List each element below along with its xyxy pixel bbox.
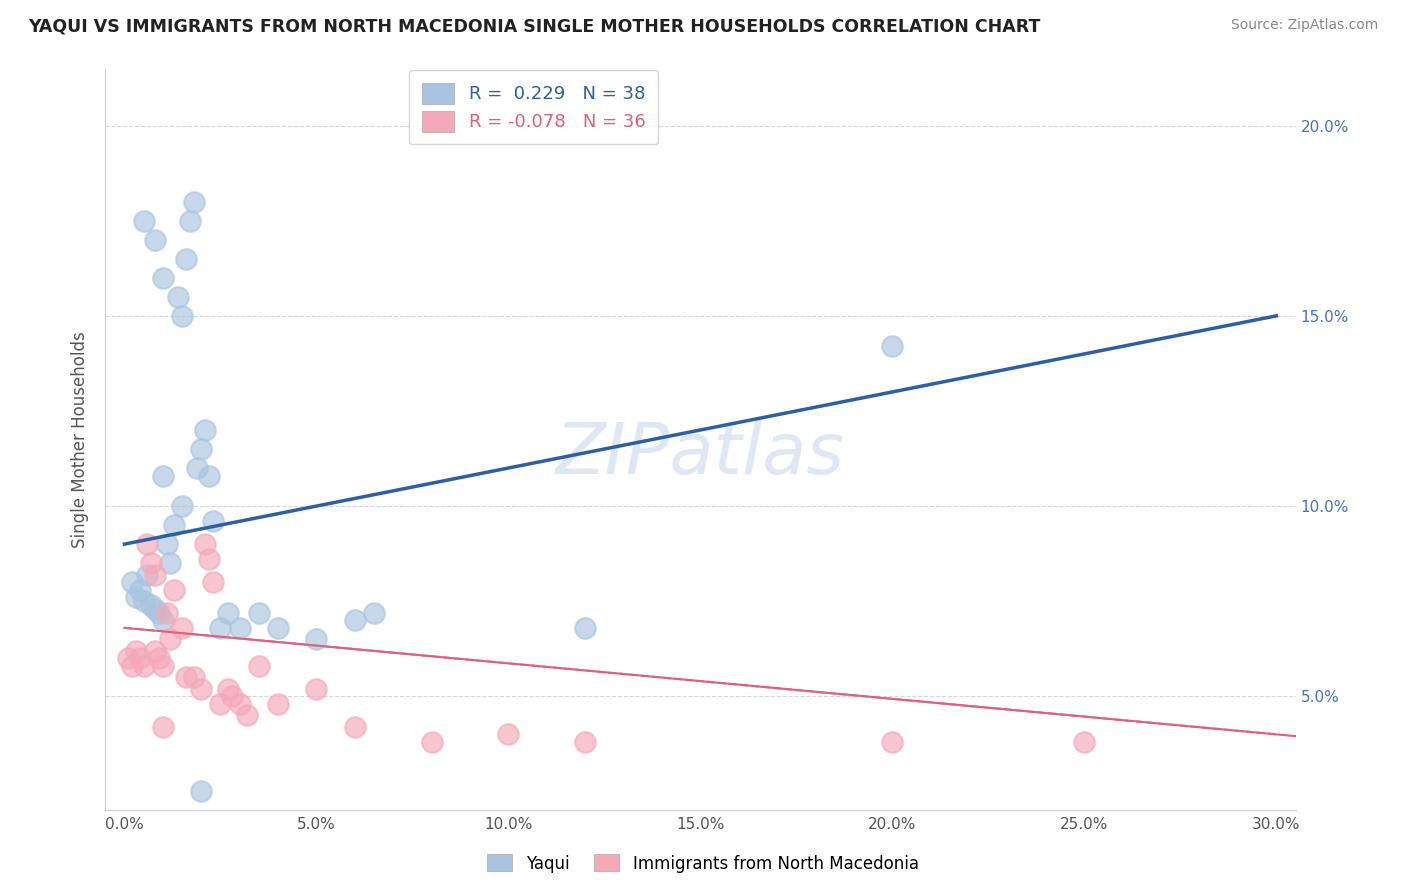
Point xyxy=(305,681,328,696)
Point xyxy=(209,697,232,711)
Point xyxy=(143,643,166,657)
Text: YAQUI VS IMMIGRANTS FROM NORTH MACEDONIA SINGLE MOTHER HOUSEHOLDS CORRELATION CH: YAQUI VS IMMIGRANTS FROM NORTH MACEDONIA… xyxy=(28,18,1040,36)
Point xyxy=(117,651,139,665)
Point xyxy=(190,681,212,696)
Point xyxy=(574,735,596,749)
Point xyxy=(198,468,221,483)
Point xyxy=(159,556,181,570)
Point xyxy=(198,552,221,566)
Point xyxy=(125,591,148,605)
Point xyxy=(209,621,232,635)
Point xyxy=(156,606,179,620)
Point xyxy=(882,735,904,749)
Point xyxy=(247,658,270,673)
Point xyxy=(148,606,170,620)
Point xyxy=(141,556,163,570)
Point xyxy=(128,651,150,665)
Point xyxy=(420,735,443,749)
Point xyxy=(236,708,259,723)
Point xyxy=(174,670,197,684)
Point xyxy=(574,621,596,635)
Point xyxy=(201,514,224,528)
Text: Source: ZipAtlas.com: Source: ZipAtlas.com xyxy=(1230,18,1378,32)
Point xyxy=(1073,735,1095,749)
Point xyxy=(121,658,143,673)
Point xyxy=(156,537,179,551)
Point xyxy=(174,252,197,266)
Point xyxy=(152,613,174,627)
Point xyxy=(190,442,212,456)
Point xyxy=(267,621,290,635)
Point xyxy=(247,606,270,620)
Point xyxy=(121,575,143,590)
Y-axis label: Single Mother Households: Single Mother Households xyxy=(72,331,89,548)
Point xyxy=(217,606,239,620)
Point xyxy=(136,567,159,582)
Point xyxy=(343,720,366,734)
Point xyxy=(132,213,155,227)
Point xyxy=(132,594,155,608)
Point xyxy=(183,194,205,209)
Point xyxy=(228,697,250,711)
Point xyxy=(170,621,193,635)
Point xyxy=(125,643,148,657)
Point xyxy=(143,233,166,247)
Point xyxy=(136,537,159,551)
Point xyxy=(152,270,174,285)
Point xyxy=(170,309,193,323)
Point xyxy=(132,658,155,673)
Point xyxy=(183,670,205,684)
Point xyxy=(152,468,174,483)
Point xyxy=(128,582,150,597)
Point xyxy=(201,575,224,590)
Point xyxy=(343,613,366,627)
Point xyxy=(186,461,208,475)
Point xyxy=(179,213,201,227)
Point xyxy=(305,632,328,647)
Legend: R =  0.229   N = 38, R = -0.078   N = 36: R = 0.229 N = 38, R = -0.078 N = 36 xyxy=(409,70,658,145)
Point xyxy=(221,690,243,704)
Text: ZIPatlas: ZIPatlas xyxy=(555,420,845,489)
Point xyxy=(152,720,174,734)
Point xyxy=(163,582,186,597)
Point xyxy=(152,658,174,673)
Point xyxy=(167,290,190,304)
Point xyxy=(498,727,520,741)
Point xyxy=(194,537,217,551)
Point xyxy=(159,632,181,647)
Point xyxy=(143,602,166,616)
Point xyxy=(363,606,385,620)
Point xyxy=(882,339,904,353)
Legend: Yaqui, Immigrants from North Macedonia: Yaqui, Immigrants from North Macedonia xyxy=(481,847,925,880)
Point xyxy=(190,784,212,798)
Point xyxy=(217,681,239,696)
Point xyxy=(143,567,166,582)
Point xyxy=(141,598,163,612)
Point xyxy=(228,621,250,635)
Point xyxy=(267,697,290,711)
Point xyxy=(194,423,217,437)
Point xyxy=(163,518,186,533)
Point xyxy=(148,651,170,665)
Point xyxy=(170,499,193,513)
